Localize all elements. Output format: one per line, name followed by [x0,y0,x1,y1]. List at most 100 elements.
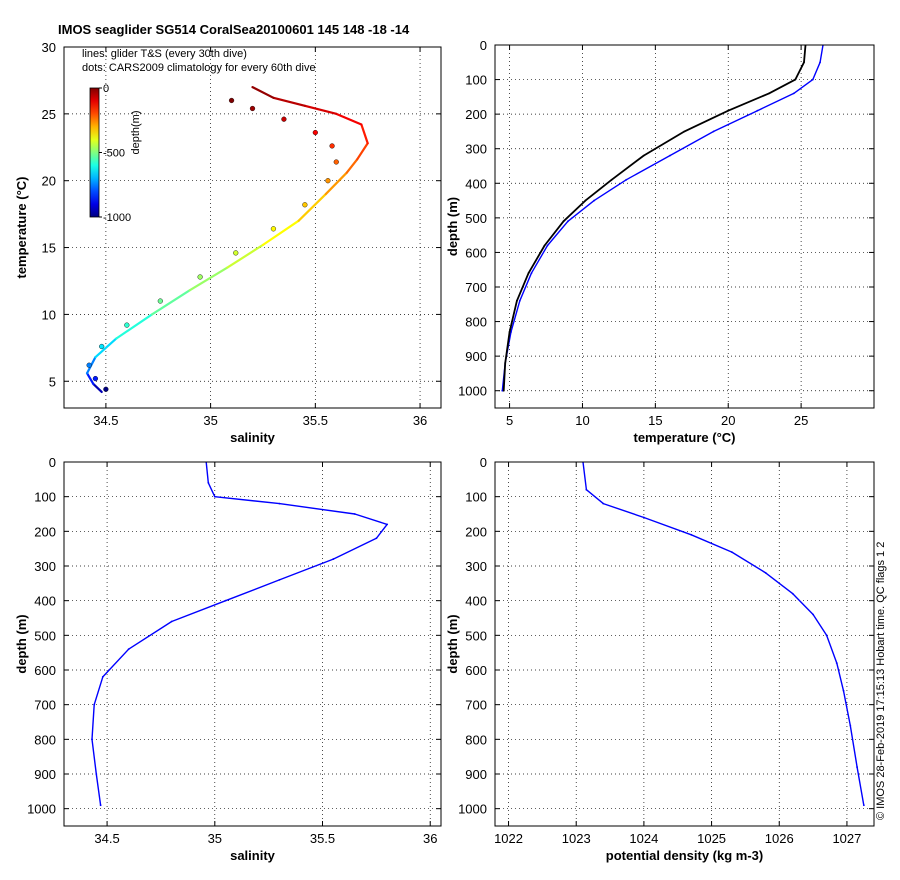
profile-point [386,523,389,526]
profile-point [856,766,858,768]
x-tick-label: 1023 [562,831,591,846]
climatology-dot [270,226,277,232]
profile-point [756,109,759,112]
legend-line-0: lines: glider T&S (every 30th dive) [82,48,247,60]
profile-point [712,130,715,133]
glider-ts-segment [272,96,306,107]
figure-title: IMOS seaglider SG514 CoralSea20100601 14… [58,22,410,37]
x-axis-label: temperature (°C) [634,430,736,445]
x-tick-label: 35.5 [310,831,335,846]
profile-point [91,738,93,741]
x-tick-label: 35.5 [303,413,328,428]
y-tick-label: 800 [34,732,56,747]
plot-area [91,462,389,807]
y-tick-label: 1000 [458,384,487,399]
climatology-dot [99,343,105,350]
panel-sal_depth: 34.5 35 35.5 36 0 100 200 300 400 500 600 700 800 900… [14,455,442,863]
profile-point [811,78,814,81]
y-tick-label: 400 [465,594,487,609]
glider-ts-segment [360,123,369,145]
y-axis-label: depth (m) [14,614,29,673]
y-tick-label: 800 [465,732,487,747]
profile-point [812,613,814,616]
y-tick-label: 300 [465,559,487,574]
y-tick-label: 500 [34,628,56,643]
profile-point [375,537,378,540]
profile-point [127,648,130,651]
y-axis-label: depth (m) [445,614,460,673]
profile-point [530,272,533,275]
profile-point [730,551,733,554]
y-tick-label: 1000 [27,802,56,817]
profile-point [690,533,693,536]
colorbar-tick-label: 0 [103,83,109,95]
y-tick-label: 600 [465,245,487,260]
x-axis-label: salinity [230,848,276,863]
legend-line-1: dots: CARS2009 climatology for every 60t… [82,62,316,74]
glider-ts-segment [85,372,95,386]
climatology-dot [302,202,308,208]
profile-point [562,220,565,223]
profile-point [213,495,216,498]
profile-point [224,599,227,602]
x-tick-label: 15 [648,413,662,428]
profile-point [602,502,605,505]
y-tick-label: 200 [465,107,487,122]
x-tick-label: 36 [413,413,427,428]
profile-point [794,78,797,81]
y-tick-label: 600 [465,663,487,678]
profile-point [849,724,852,727]
y-tick-label: 100 [465,73,487,88]
y-tick-label: 300 [34,559,56,574]
profile-point [504,362,507,364]
x-tick-label: 34.5 [94,831,119,846]
profile-point [683,130,686,133]
colorbar-tick-label: -1000 [103,212,131,224]
profile-line-0 [582,462,865,806]
plot-area [85,86,369,394]
profile-point [93,703,96,706]
y-tick-label: 20 [42,174,56,189]
climatology-dot [281,116,287,122]
profile-point [819,61,821,64]
climatology-dot [124,322,130,328]
profile-point [642,516,645,519]
glider-ts-segment [261,219,300,246]
profile-line-0 [91,462,388,806]
profile-point [527,272,530,275]
climatology-dot [312,129,318,136]
colorbar-label: depth(m) [130,110,142,154]
x-tick-label: 5 [506,413,513,428]
x-tick-label: 1026 [765,831,794,846]
profile-point [625,178,628,181]
profile-point [170,620,173,623]
y-axis-label: depth (m) [445,197,460,256]
x-tick-label: 1027 [832,831,861,846]
axes-frame [63,46,442,409]
glider-ts-segment [335,112,363,126]
y-tick-label: 900 [34,767,56,782]
x-tick-label: 1022 [494,831,523,846]
profile-point [727,109,730,112]
profile-point [768,92,770,95]
y-tick-label: 600 [34,663,56,678]
profile-point [278,502,281,505]
profile-point [278,578,281,581]
climatology-dot [233,250,239,256]
y-tick-label: 100 [34,490,56,505]
plot-area [582,462,865,807]
y-tick-label: 700 [465,698,487,713]
glider-ts-segment [297,192,327,222]
profile-point [508,331,511,333]
glider-ts-segment [356,142,369,161]
climatology-dot [103,386,109,392]
profile-point [642,154,645,157]
y-axis-label: temperature (°C) [14,177,29,279]
y-tick-label: 200 [34,524,56,539]
y-tick-label: 0 [480,38,487,53]
y-tick-label: 900 [465,349,487,364]
glider-ts-segment [324,171,348,196]
x-tick-label: 1025 [697,831,726,846]
profile-point [791,592,794,595]
